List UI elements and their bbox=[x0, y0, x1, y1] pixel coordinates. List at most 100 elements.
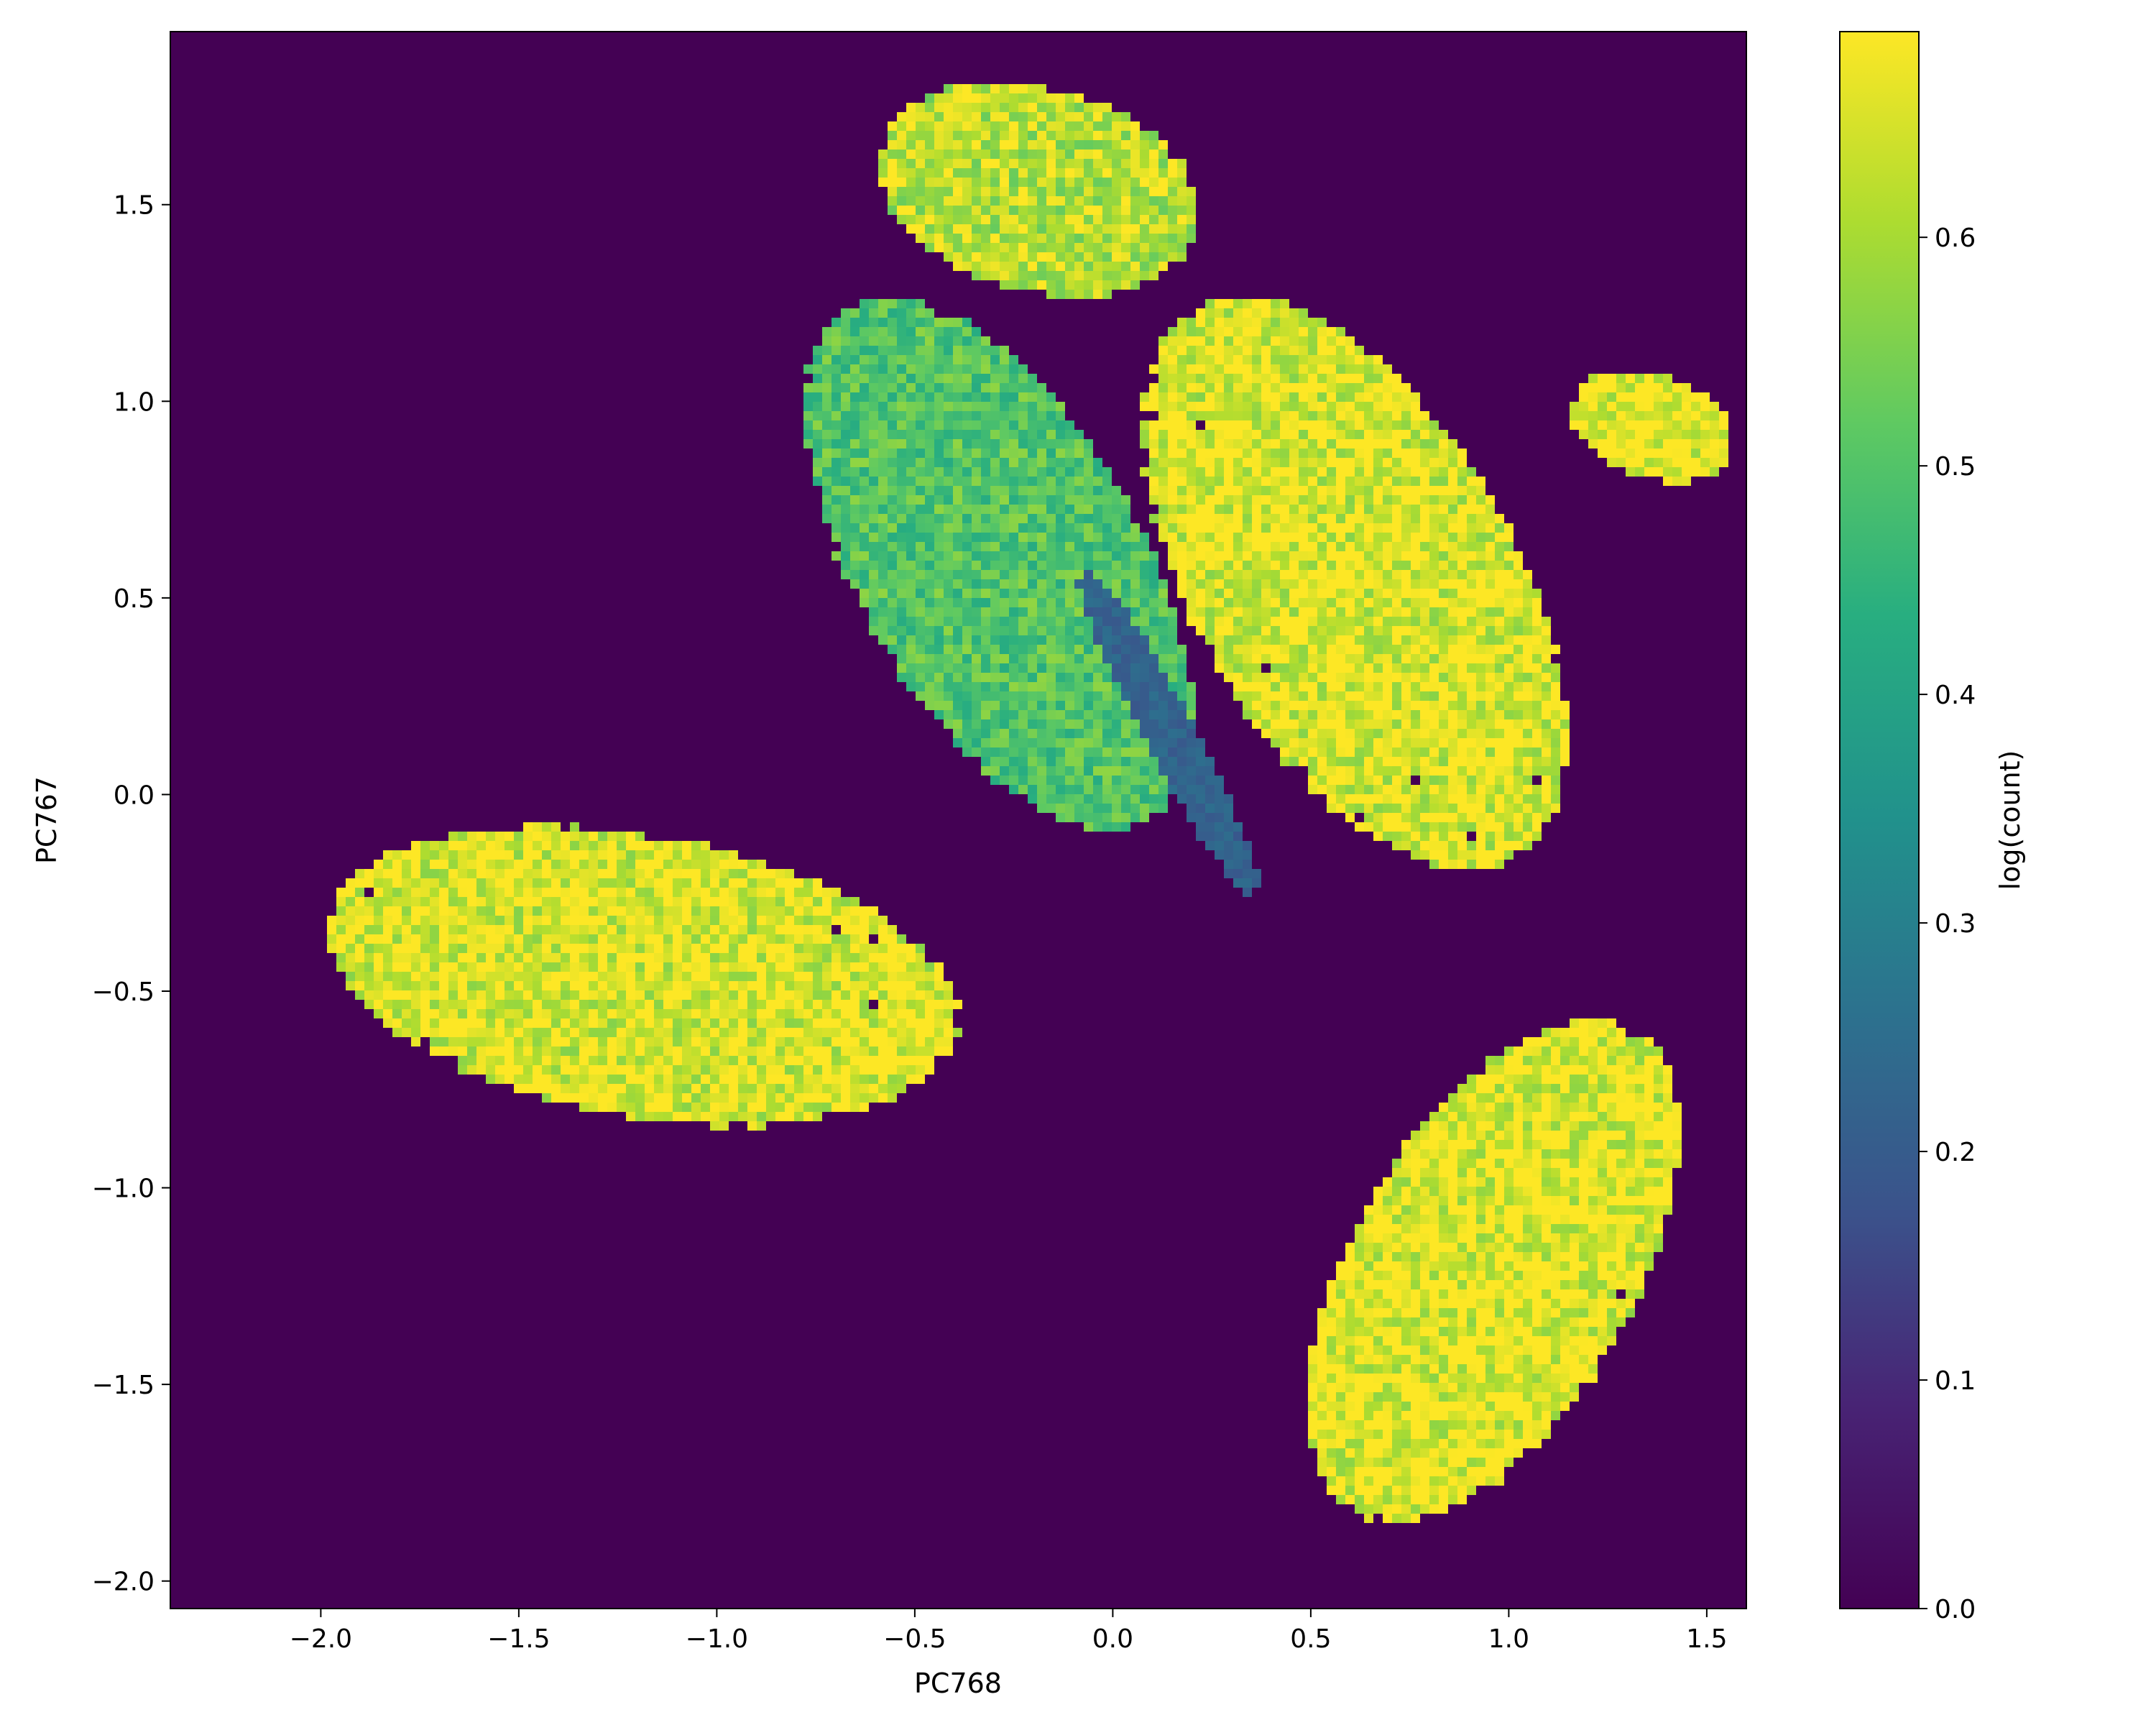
heatmap-cell bbox=[934, 691, 944, 701]
heatmap-cell bbox=[897, 663, 906, 673]
heatmap-cell bbox=[869, 542, 878, 551]
heatmap-cell bbox=[981, 719, 990, 729]
heatmap-cell bbox=[888, 626, 897, 635]
heatmap-cell bbox=[841, 523, 850, 533]
heatmap-cell bbox=[888, 551, 897, 561]
heatmap-cell bbox=[925, 663, 934, 673]
heatmap-cell bbox=[925, 654, 934, 663]
heatmap-cell bbox=[850, 495, 860, 505]
heatmap-cell bbox=[1018, 757, 1028, 766]
heatmap-cell bbox=[953, 645, 962, 654]
heatmap-cell bbox=[813, 448, 822, 458]
heatmap-cell bbox=[897, 589, 906, 598]
heatmap-cell bbox=[1009, 748, 1018, 757]
heatmap-cell bbox=[934, 701, 944, 710]
heatmap-cell bbox=[897, 645, 906, 654]
heatmap-cell bbox=[897, 635, 906, 645]
heatmap-cell bbox=[850, 505, 860, 514]
heatmap-cell bbox=[860, 523, 869, 533]
heatmap-cell bbox=[944, 635, 953, 645]
heatmap-cell bbox=[990, 766, 1000, 776]
heatmap-cell bbox=[888, 645, 897, 654]
heatmap-cell bbox=[850, 486, 860, 495]
heatmap-cell bbox=[841, 570, 850, 579]
heatmap-cell bbox=[1018, 776, 1028, 785]
heatmap-cell bbox=[860, 486, 869, 495]
heatmap-cell bbox=[1000, 766, 1009, 776]
heatmap-cell bbox=[831, 505, 841, 514]
heatmap-cell bbox=[869, 551, 878, 561]
heatmap-cell bbox=[990, 729, 1000, 738]
heatmap-cell bbox=[916, 617, 925, 626]
heatmap-cell bbox=[850, 467, 860, 477]
heatmap-cell bbox=[916, 579, 925, 589]
heatmap-cell bbox=[860, 579, 869, 589]
heatmap-cell bbox=[981, 710, 990, 719]
heatmap-cell bbox=[1028, 794, 1037, 804]
heatmap-cell bbox=[1000, 748, 1009, 757]
heatmap-cell bbox=[813, 458, 822, 467]
heatmap-cell bbox=[831, 533, 841, 542]
heatmap-cell bbox=[906, 570, 916, 579]
heatmap-cell bbox=[888, 570, 897, 579]
heatmap-cell bbox=[831, 458, 841, 467]
heatmap-cell bbox=[906, 579, 916, 589]
heatmap-cell bbox=[822, 514, 831, 523]
heatmap-cell bbox=[878, 617, 888, 626]
heatmap-cell bbox=[850, 579, 860, 589]
heatmap-cell bbox=[888, 561, 897, 570]
heatmap-cell bbox=[953, 673, 962, 682]
heatmap-cell bbox=[897, 561, 906, 570]
heatmap-cell bbox=[990, 776, 1000, 785]
heatmap-cell bbox=[981, 748, 990, 757]
heatmap-cell bbox=[972, 719, 981, 729]
heatmap-cell bbox=[934, 682, 944, 691]
heatmap-cell bbox=[925, 607, 934, 617]
heatmap-cell bbox=[990, 738, 1000, 748]
heatmap-cell bbox=[972, 701, 981, 710]
heatmap-cell bbox=[953, 710, 962, 719]
heatmap-cell bbox=[831, 523, 841, 533]
heatmap-cell bbox=[962, 710, 972, 719]
heatmap-cell bbox=[1009, 757, 1018, 766]
heatmap-cell bbox=[869, 533, 878, 542]
heatmap-cell bbox=[878, 533, 888, 542]
heatmap-cell bbox=[869, 561, 878, 570]
heatmap-cell bbox=[897, 626, 906, 635]
heatmap-cell bbox=[831, 486, 841, 495]
heatmap-cell bbox=[888, 542, 897, 551]
heatmap-cell bbox=[944, 663, 953, 673]
heatmap-cell bbox=[878, 589, 888, 598]
heatmap-cell bbox=[925, 598, 934, 607]
heatmap-cell bbox=[841, 495, 850, 505]
heatmap-cell bbox=[850, 523, 860, 533]
heatmap-cell bbox=[962, 691, 972, 701]
heatmap-cell bbox=[822, 495, 831, 505]
heatmap-cell bbox=[1018, 766, 1028, 776]
heatmap-cell bbox=[925, 645, 934, 654]
heatmap-cell bbox=[869, 570, 878, 579]
heatmap-cell bbox=[888, 579, 897, 589]
heatmap-cell bbox=[1028, 776, 1037, 785]
heatmap-cell bbox=[1009, 776, 1018, 785]
heatmap-cell bbox=[841, 477, 850, 486]
heatmap-cell bbox=[822, 505, 831, 514]
heatmap-cell bbox=[916, 598, 925, 607]
heatmap-cell bbox=[981, 729, 990, 738]
heatmap-cell bbox=[897, 579, 906, 589]
heatmap-cell bbox=[925, 617, 934, 626]
heatmap-plot-area bbox=[170, 32, 1746, 1609]
heatmap-cell bbox=[944, 691, 953, 701]
heatmap-cell bbox=[1000, 738, 1009, 748]
heatmap-cell bbox=[972, 729, 981, 738]
heatmap-cell bbox=[878, 570, 888, 579]
heatmap-cell bbox=[925, 635, 934, 645]
heatmap-cell bbox=[962, 729, 972, 738]
heatmap-cell bbox=[916, 645, 925, 654]
heatmap-cell bbox=[916, 635, 925, 645]
heatmap-cell bbox=[860, 589, 869, 598]
heatmap-cell bbox=[860, 514, 869, 523]
heatmap-cell bbox=[962, 673, 972, 682]
heatmap-cell bbox=[860, 533, 869, 542]
